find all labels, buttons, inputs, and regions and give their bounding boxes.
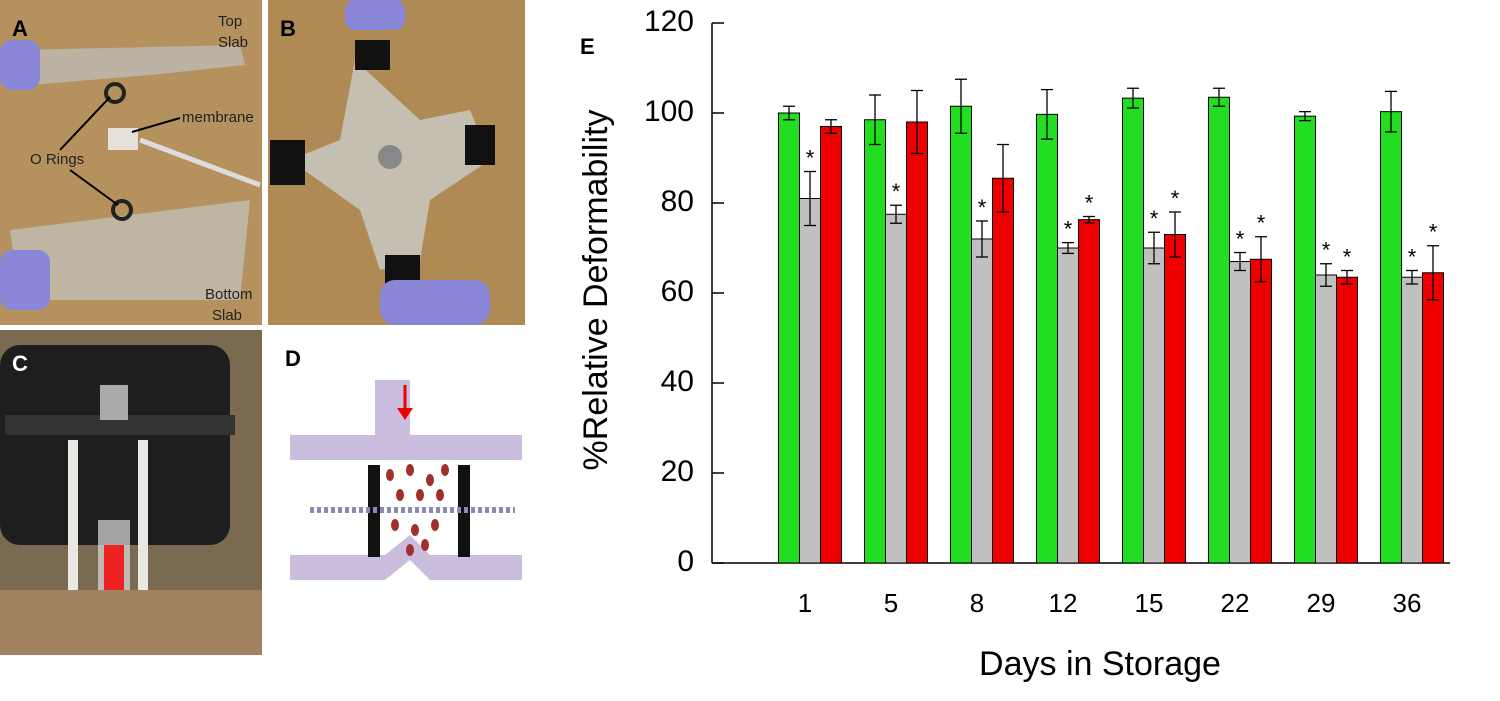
y-tick-label: 80: [661, 185, 694, 218]
significance-marker: *: [1343, 244, 1352, 269]
error-bar: [825, 119, 837, 134]
photo-a: [0, 0, 262, 325]
photo-c: [0, 330, 262, 655]
bar: [906, 121, 928, 564]
panel-label: E: [580, 34, 595, 59]
error-bar: [1385, 90, 1397, 133]
error-bar: [976, 220, 988, 258]
significance-marker: *: [1429, 220, 1438, 245]
error-bar: [1255, 236, 1267, 283]
significance-marker: *: [978, 195, 987, 220]
bar: [1294, 115, 1316, 564]
y-axis-title: %Relative Deformability: [577, 110, 615, 471]
error-bar: [1406, 269, 1418, 285]
x-tick-label: 36: [1393, 588, 1422, 618]
error-bar: [1234, 251, 1246, 272]
error-bar: [1041, 88, 1053, 140]
bar: [1250, 258, 1272, 564]
x-tick-label: 12: [1049, 588, 1078, 618]
x-axis-title: Days in Storage: [979, 645, 1221, 683]
y-tick-label: 0: [677, 545, 694, 578]
error-bar: [1427, 245, 1439, 301]
error-bar: [1320, 263, 1332, 287]
error-bar: [1341, 269, 1353, 285]
bar: [885, 213, 907, 564]
error-bar: [804, 170, 816, 227]
error-bar: [955, 78, 967, 134]
error-bar: [1299, 111, 1311, 122]
x-tick-label: 29: [1307, 588, 1336, 618]
bar: [950, 105, 972, 564]
bar: [1380, 111, 1402, 564]
error-bar: [1169, 211, 1181, 258]
bar: [1164, 234, 1186, 564]
error-bar: [911, 89, 923, 155]
error-bar: [1213, 87, 1225, 107]
bar: [1057, 247, 1079, 564]
x-tick-label: 5: [884, 588, 898, 618]
panel-label: C: [12, 351, 28, 376]
error-bar: [1127, 87, 1139, 109]
significance-marker: *: [1150, 206, 1159, 231]
y-tick-label: 60: [661, 275, 694, 308]
significance-marker: *: [1064, 216, 1073, 241]
annotation: membrane: [182, 109, 254, 126]
x-tick-label: 1: [798, 588, 812, 618]
bar: [1229, 261, 1251, 564]
bar: [1036, 113, 1058, 564]
bar: [799, 198, 821, 564]
bar: [1122, 97, 1144, 564]
error-bar: [1148, 231, 1160, 265]
bar: [778, 112, 800, 564]
x-tick-label: 22: [1221, 588, 1250, 618]
bar: [971, 238, 993, 564]
bar: [1336, 276, 1358, 564]
error-bar: [890, 204, 902, 224]
annotation: Slab: [218, 34, 248, 51]
significance-marker: *: [892, 179, 901, 204]
diagram-d: [265, 330, 525, 655]
error-bar: [1062, 241, 1074, 255]
y-tick-label: 20: [661, 455, 694, 488]
panel-label: B: [280, 16, 296, 41]
annotation: Slab: [212, 307, 242, 324]
bar: [1208, 96, 1230, 564]
panel-label: D: [285, 346, 301, 371]
significance-marker: *: [1236, 226, 1245, 251]
bar: [1143, 247, 1165, 564]
significance-marker: *: [806, 145, 815, 170]
significance-marker: *: [1257, 211, 1266, 236]
bar: [1078, 219, 1100, 564]
bar: [1401, 276, 1423, 564]
bar: [1422, 272, 1444, 564]
significance-marker: *: [1171, 186, 1180, 211]
significance-marker: *: [1322, 238, 1331, 263]
y-tick-label: 100: [644, 95, 694, 128]
annotation: Bottom: [205, 286, 253, 303]
error-bar: [1083, 215, 1095, 224]
panel-label: A: [12, 16, 28, 41]
bar: [820, 126, 842, 564]
photo-b: [268, 0, 525, 325]
annotation: O Rings: [30, 151, 84, 168]
bar: [992, 177, 1014, 564]
error-bar: [783, 105, 795, 121]
x-tick-label: 15: [1135, 588, 1164, 618]
y-tick-label: 40: [661, 365, 694, 398]
annotation: Top: [218, 13, 242, 30]
error-bar: [997, 143, 1009, 213]
significance-marker: *: [1408, 244, 1417, 269]
x-tick-label: 8: [970, 588, 984, 618]
y-tick-label: 120: [644, 5, 694, 38]
bar: [1315, 274, 1337, 564]
error-bar: [869, 94, 881, 146]
bar: [864, 119, 886, 564]
significance-marker: *: [1085, 190, 1094, 215]
